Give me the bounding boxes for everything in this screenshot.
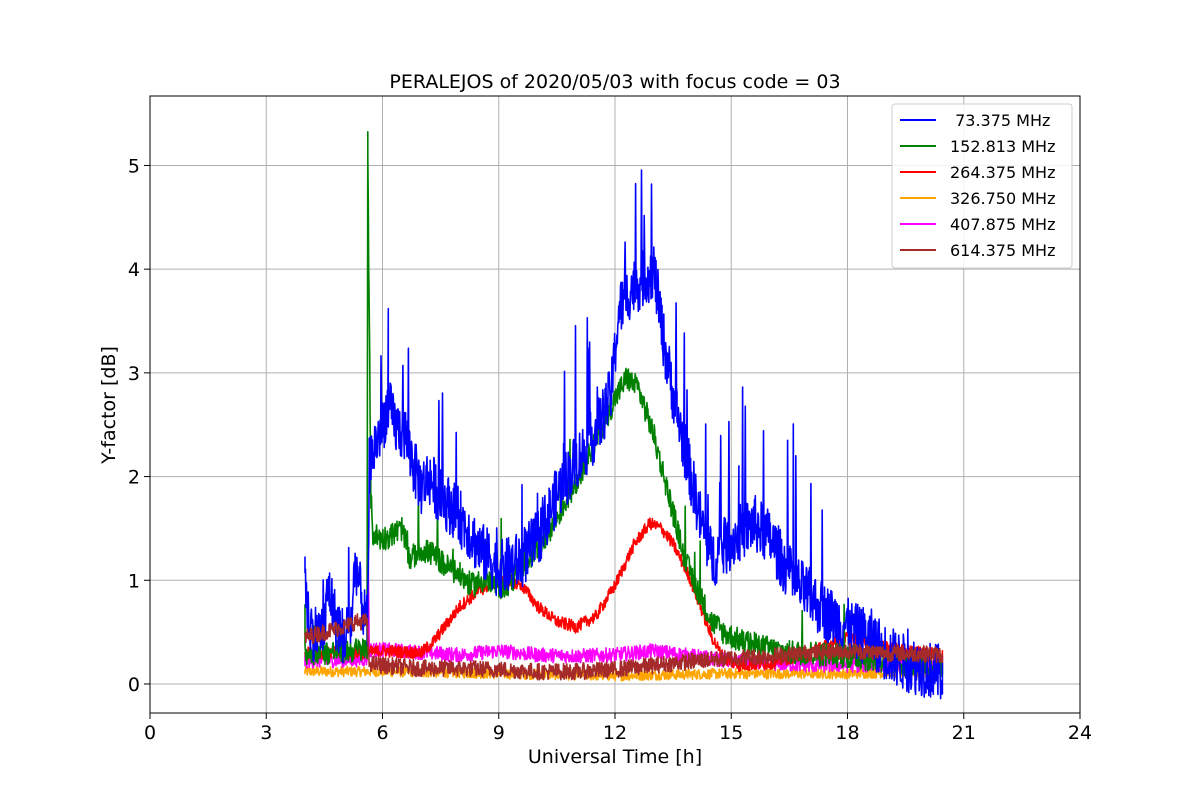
legend-label: 407.875 MHz bbox=[950, 215, 1055, 234]
legend-label: 614.375 MHz bbox=[950, 241, 1055, 260]
legend-label: 152.813 MHz bbox=[950, 137, 1055, 156]
x-tick-label: 24 bbox=[1068, 722, 1092, 744]
legend-label: 326.750 MHz bbox=[950, 189, 1055, 208]
x-axis-label: Universal Time [h] bbox=[528, 746, 702, 768]
legend-label: 264.375 MHz bbox=[950, 163, 1055, 182]
chart-title: PERALEJOS of 2020/05/03 with focus code … bbox=[389, 71, 840, 93]
legend: 73.375 MHz 152.813 MHz 264.375 MHz 326.750 … bbox=[891, 103, 1073, 269]
y-tick-label: 3 bbox=[128, 363, 140, 385]
y-tick-label: 0 bbox=[128, 674, 140, 696]
y-tick-label: 4 bbox=[128, 259, 140, 281]
y-tick-label: 1 bbox=[128, 570, 140, 592]
y-tick-label: 5 bbox=[128, 155, 140, 177]
x-tick-label: 9 bbox=[493, 722, 505, 744]
x-tick-label: 21 bbox=[952, 722, 976, 744]
x-tick-label: 18 bbox=[835, 722, 859, 744]
plot-frame bbox=[149, 95, 1081, 714]
x-tick-label: 6 bbox=[376, 722, 388, 744]
x-tick-label: 0 bbox=[144, 722, 156, 744]
series-layer bbox=[304, 131, 944, 700]
series-line-6 bbox=[304, 613, 944, 681]
x-tick-label: 15 bbox=[719, 722, 743, 744]
legend-box bbox=[891, 103, 1073, 269]
y-axis-label: Y-factor [dB] bbox=[98, 346, 120, 465]
legend-label: 73.375 MHz bbox=[950, 111, 1050, 130]
x-tick-label: 3 bbox=[260, 722, 272, 744]
x-tick-label: 12 bbox=[603, 722, 627, 744]
series-line-1 bbox=[304, 169, 944, 700]
y-tick-label: 2 bbox=[128, 467, 140, 489]
